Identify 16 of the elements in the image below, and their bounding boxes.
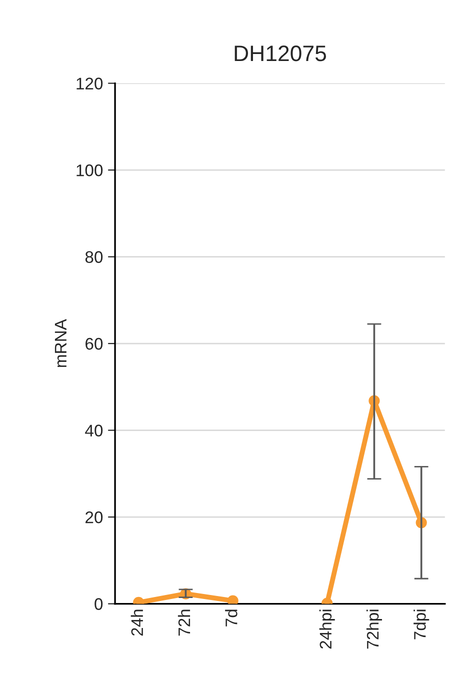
y-tick-label: 0 xyxy=(94,598,103,610)
x-tick-label: 24h xyxy=(130,610,143,636)
x-tick-label: 72hpi xyxy=(366,610,382,649)
x-tick-label: 24hpi xyxy=(319,610,335,649)
y-tick-label: 120 xyxy=(76,78,103,90)
y-tick-label: 20 xyxy=(86,511,103,524)
y-tick-label: 60 xyxy=(86,338,103,350)
y-tick-label: 40 xyxy=(85,424,103,436)
chart-title: DH12075 xyxy=(234,46,326,62)
point xyxy=(227,595,238,604)
x-tick-label: 7dpi xyxy=(414,610,430,640)
x-tick-label: 72h xyxy=(178,610,190,636)
y-axis-title: mRNA xyxy=(54,319,66,367)
y-tick-label: 80 xyxy=(85,251,103,263)
y-tick-label: 100 xyxy=(76,164,103,176)
x-tick-label: 7d xyxy=(225,610,238,626)
